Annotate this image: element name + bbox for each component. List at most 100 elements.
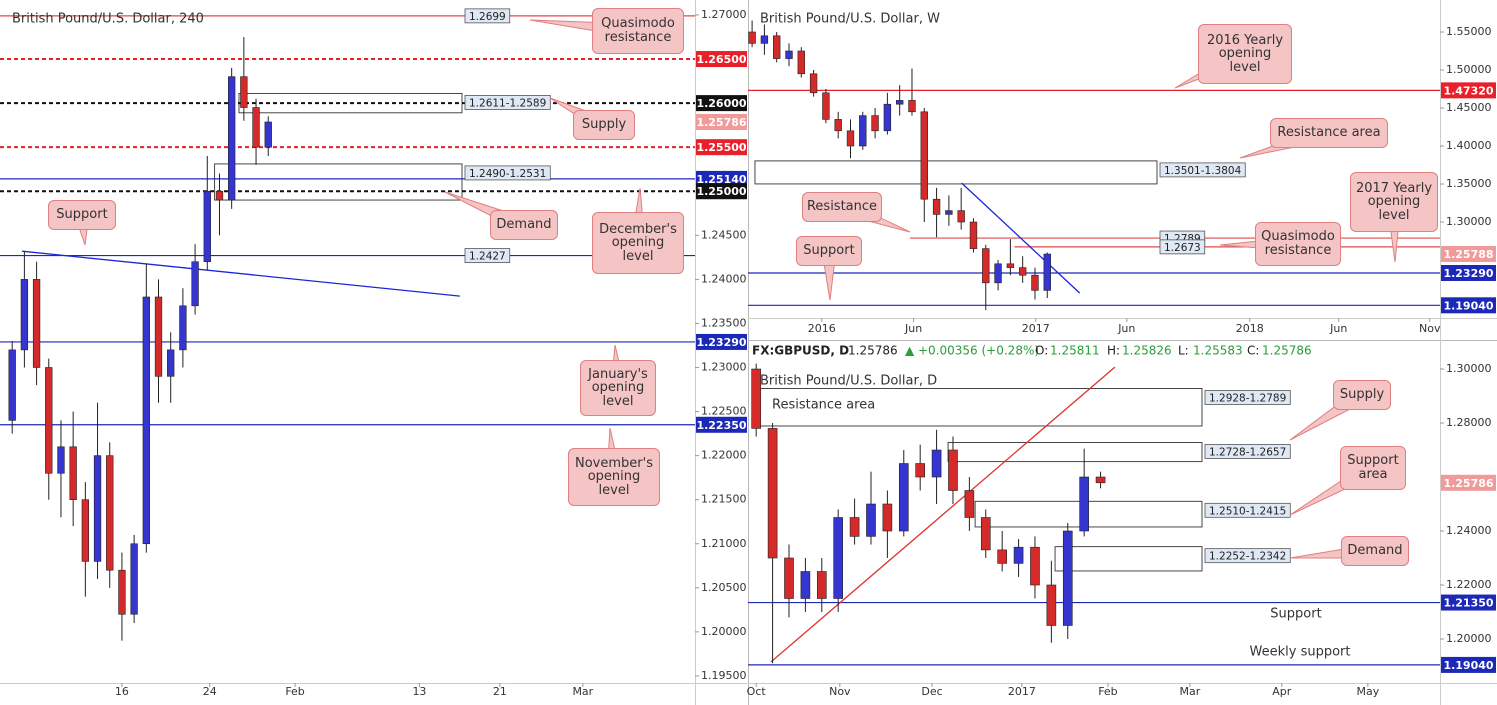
ohlc-key: L:: [1178, 344, 1189, 358]
callout: Resistance area: [1270, 118, 1388, 148]
candle-body: [760, 35, 769, 44]
candle-body: [45, 367, 53, 474]
candle-body: [957, 210, 965, 223]
zone: [754, 160, 1158, 185]
y-tick-label: 1.23000: [701, 360, 747, 373]
x-tick-label: Feb: [285, 685, 304, 698]
chart-title: British Pound/U.S. Dollar, 240: [12, 12, 204, 27]
callout: Quasimodo resistance: [1255, 222, 1341, 266]
y-tick-label: 1.22500: [701, 405, 747, 418]
candle-body: [932, 198, 941, 215]
y-tick-label: 1.24000: [701, 272, 747, 285]
y-tick-label: 1.22000: [1446, 578, 1492, 591]
y-tick-label: 1.35000: [1446, 177, 1492, 190]
candle-body: [1031, 274, 1039, 291]
quote-arrow: ▲: [905, 344, 915, 358]
x-tick-label: 2016: [808, 322, 836, 335]
ohlc-value: 1.25826: [1122, 344, 1172, 358]
y-tick-label: 1.24000: [1446, 524, 1492, 537]
candle-body: [57, 446, 65, 474]
candle-body: [252, 107, 260, 148]
candle-body: [240, 76, 248, 108]
y-tick-label: 1.22000: [701, 449, 747, 462]
ohlc-value: 1.25583: [1193, 344, 1243, 358]
ohlc-value: 1.25811: [1050, 344, 1100, 358]
level-label-box: [1159, 162, 1246, 178]
candle-body: [1013, 546, 1024, 564]
price-tag: [696, 416, 747, 433]
y-tick-label: 1.19500: [701, 669, 747, 682]
candle-body: [118, 569, 126, 615]
annotation: Support: [1270, 607, 1321, 622]
candle-body: [816, 571, 827, 599]
price-tag: [696, 113, 747, 130]
callout: Support area: [1340, 446, 1406, 490]
annotation: Resistance area: [772, 398, 875, 413]
y-tick-label: 1.28000: [1446, 416, 1492, 429]
candle-body: [896, 100, 904, 105]
price-tag: [696, 170, 747, 187]
callout: Quasimodo resistance: [592, 8, 684, 54]
price-tag: [696, 183, 747, 200]
candle-body: [898, 463, 909, 532]
level-label: 1.2510-1.2415: [1209, 505, 1286, 517]
y-tick-label: 1.50000: [1446, 63, 1492, 76]
candle-body: [167, 349, 175, 377]
candle-body: [797, 50, 805, 75]
y-tick-label: 1.30000: [1446, 362, 1492, 375]
candle-body: [8, 349, 16, 421]
y-tick-label: 1.45000: [1446, 101, 1492, 114]
callout: Support: [796, 236, 862, 266]
trendline: [770, 366, 1116, 663]
price-tag: [1441, 265, 1496, 282]
price-tag-label: 1.26000: [696, 97, 746, 110]
price-tag: [696, 333, 747, 350]
level-label: 1.2728-1.2657: [1209, 446, 1286, 458]
candle-body: [264, 121, 272, 148]
y-tick-label: 1.23500: [701, 316, 747, 329]
candle-body: [883, 103, 892, 132]
candle-body: [751, 368, 762, 429]
level-label-box: [464, 8, 511, 24]
quote-symbol: FX:GBPUSD, D: [752, 344, 849, 358]
x-tick-label: 13: [412, 685, 426, 698]
x-tick-label: 2018: [1236, 322, 1264, 335]
candle-body: [859, 115, 867, 147]
level-label-box: [1159, 239, 1206, 255]
candle-body: [81, 499, 90, 562]
level-label: 1.2427: [469, 251, 506, 263]
price-tag-label: 1.19040: [1443, 659, 1493, 672]
candle-body: [784, 557, 794, 599]
y-tick-label: 1.20000: [701, 625, 747, 638]
candle-body: [32, 279, 41, 368]
price-tag-label: 1.25788: [1443, 248, 1493, 261]
y-tick-label: 1.20000: [1446, 632, 1492, 645]
level-label-box: [464, 165, 551, 181]
candle-body: [773, 35, 781, 59]
price-tag-label: 1.25000: [696, 185, 746, 198]
price-tag: [696, 139, 747, 156]
candle-body: [833, 517, 843, 599]
price-tag-label: 1.23290: [1443, 267, 1493, 280]
price-tag: [1441, 297, 1496, 314]
candle-body: [920, 111, 928, 200]
x-tick-label: 2017: [1022, 322, 1050, 335]
candle-body: [945, 210, 953, 215]
candle-body: [1043, 253, 1051, 291]
candle-body: [931, 449, 942, 478]
y-tick-label: 1.20500: [701, 581, 747, 594]
level-label-box: [1204, 390, 1291, 405]
zone: [214, 163, 463, 201]
candle-body: [1006, 263, 1015, 268]
quote-last: 1.25786: [848, 344, 898, 358]
callout: November's opening level: [568, 448, 660, 506]
candle-body: [866, 503, 876, 537]
ohlc-value: 1.25786: [1262, 344, 1312, 358]
candle-body: [997, 549, 1007, 564]
candle-body: [1095, 476, 1106, 484]
callout: Support: [48, 200, 116, 230]
x-tick-label: 16: [115, 685, 129, 698]
level-label-box: [464, 95, 551, 110]
level-label: 1.3501-1.3804: [1164, 165, 1242, 177]
x-tick-label: Mar: [1180, 685, 1201, 698]
